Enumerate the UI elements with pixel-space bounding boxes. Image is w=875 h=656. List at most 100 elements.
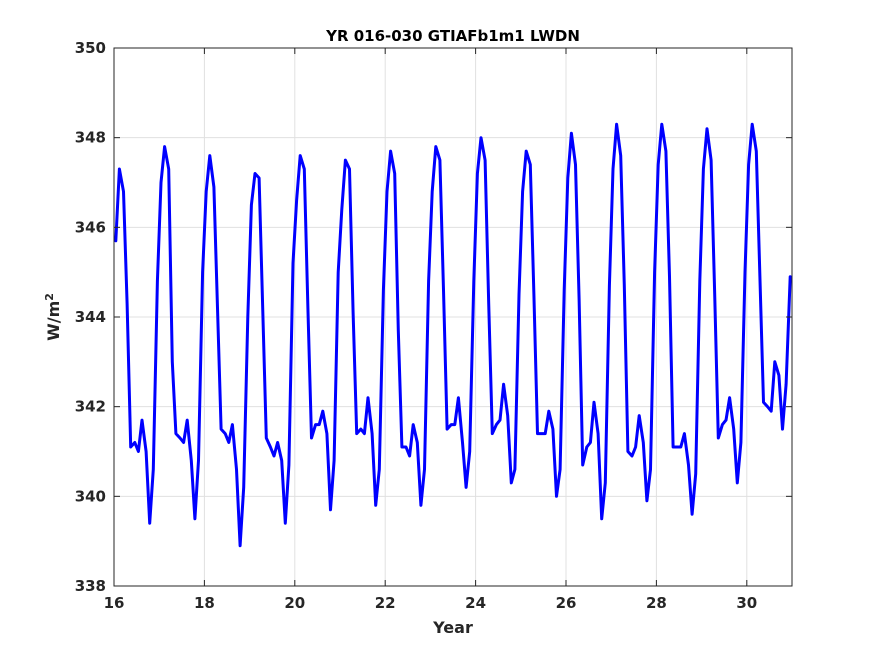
data-point	[717, 437, 720, 439]
data-point	[276, 441, 279, 444]
data-point	[355, 432, 358, 435]
data-point	[213, 186, 215, 188]
data-point	[389, 150, 392, 152]
data-point	[785, 383, 787, 386]
data-point	[160, 181, 162, 184]
data-point	[175, 432, 177, 435]
data-point	[555, 495, 558, 498]
x-tick-label: 26	[556, 594, 577, 612]
data-point	[567, 177, 569, 179]
x-axis-label: Year	[432, 618, 473, 637]
data-point	[167, 168, 170, 170]
data-point	[484, 159, 486, 161]
data-point	[736, 482, 739, 484]
x-tick-label: 20	[284, 594, 305, 612]
data-point	[600, 518, 603, 520]
data-point	[420, 504, 422, 507]
y-axis-label-base: W/m	[44, 301, 63, 341]
data-point	[137, 450, 140, 453]
data-point	[721, 423, 724, 426]
data-point	[148, 522, 151, 524]
data-point	[491, 432, 494, 435]
data-point	[401, 446, 403, 448]
data-point	[405, 446, 407, 448]
data-point	[581, 464, 584, 466]
y-axis-label: W/m2	[43, 293, 63, 341]
data-point	[333, 459, 335, 462]
tick-marks	[113, 47, 792, 587]
data-point	[781, 428, 784, 430]
data-point	[725, 419, 727, 421]
data-point	[623, 284, 626, 287]
data-point	[280, 459, 283, 462]
data-point	[612, 168, 614, 170]
data-point	[529, 163, 532, 166]
data-point	[115, 240, 117, 242]
data-point	[506, 414, 509, 417]
data-point	[179, 437, 181, 439]
data-point	[680, 446, 682, 448]
y-tick-label: 340	[75, 487, 106, 505]
data-point	[521, 190, 524, 193]
data-point	[307, 307, 309, 309]
data-point	[182, 441, 185, 444]
data-point	[631, 455, 633, 457]
y-tick-labels: 338 340 342 344 346 348 350	[75, 39, 106, 595]
data-point	[235, 468, 238, 471]
data-point	[766, 405, 769, 408]
data-point	[344, 159, 347, 161]
data-point	[646, 500, 648, 502]
data-point	[487, 302, 490, 305]
x-tick-label: 22	[375, 594, 396, 612]
data-point	[502, 383, 505, 386]
data-point	[310, 437, 313, 439]
data-point	[431, 190, 434, 193]
data-point	[393, 172, 396, 175]
data-point	[129, 446, 132, 448]
y-tick-label: 346	[75, 218, 106, 236]
data-point	[740, 441, 742, 444]
data-point	[510, 482, 513, 484]
data-point	[548, 410, 550, 413]
data-point	[247, 316, 249, 318]
data-point	[314, 423, 317, 426]
chart-title: YR 016-030 GTIAFb1m1 LWDN	[325, 27, 580, 45]
data-point	[197, 459, 200, 462]
data-point	[408, 455, 411, 457]
data-point	[367, 396, 369, 399]
data-point	[397, 329, 400, 332]
x-tick-labels: 16 18 20 22 24 26 28 30	[104, 594, 758, 612]
data-point	[163, 145, 166, 148]
data-point	[337, 271, 340, 274]
data-point	[676, 446, 678, 448]
y-tick-label: 342	[75, 398, 106, 416]
data-point	[661, 123, 663, 125]
data-point	[454, 423, 456, 426]
data-point	[239, 544, 241, 547]
data-point	[288, 464, 290, 466]
data-point	[442, 289, 445, 291]
data-point	[363, 432, 366, 435]
x-tick-label: 28	[646, 594, 667, 612]
data-point	[273, 455, 275, 457]
data-point	[683, 432, 686, 435]
y-axis-label-superscript: 2	[43, 293, 56, 301]
x-tick-label: 16	[104, 594, 125, 612]
data-point	[710, 159, 712, 161]
data-point	[299, 154, 302, 157]
data-point	[533, 293, 535, 296]
y-tick-label: 350	[75, 39, 106, 57]
data-point	[634, 446, 637, 448]
data-point	[360, 428, 362, 430]
data-point	[559, 468, 561, 471]
data-point	[269, 446, 272, 448]
data-point	[423, 468, 426, 471]
data-point	[544, 432, 546, 435]
data-point	[242, 486, 245, 489]
data-point	[322, 410, 324, 413]
data-point	[774, 361, 776, 363]
data-point	[374, 504, 377, 507]
y-tick-label: 348	[75, 129, 106, 147]
data-point	[525, 150, 527, 152]
